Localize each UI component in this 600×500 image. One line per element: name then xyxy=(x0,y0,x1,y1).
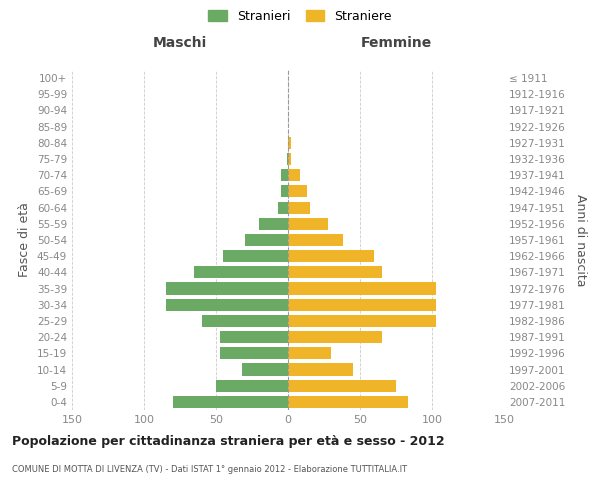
Bar xyxy=(288,315,436,327)
Bar xyxy=(194,266,288,278)
Bar xyxy=(220,331,288,343)
Bar xyxy=(220,348,288,360)
Text: Popolazione per cittadinanza straniera per età e sesso - 2012: Popolazione per cittadinanza straniera p… xyxy=(12,435,445,448)
Bar xyxy=(288,169,299,181)
Bar xyxy=(288,250,374,262)
Bar xyxy=(288,364,353,376)
Bar xyxy=(216,380,288,392)
Bar xyxy=(278,202,288,213)
Text: Femmine: Femmine xyxy=(361,36,431,50)
Bar xyxy=(166,298,288,311)
Text: COMUNE DI MOTTA DI LIVENZA (TV) - Dati ISTAT 1° gennaio 2012 - Elaborazione TUTT: COMUNE DI MOTTA DI LIVENZA (TV) - Dati I… xyxy=(12,465,407,474)
Bar xyxy=(245,234,288,246)
Bar xyxy=(288,234,343,246)
Bar xyxy=(259,218,288,230)
Bar xyxy=(223,250,288,262)
Bar xyxy=(202,315,288,327)
Bar xyxy=(288,380,396,392)
Bar xyxy=(242,364,288,376)
Bar xyxy=(281,186,288,198)
Bar xyxy=(288,186,307,198)
Y-axis label: Fasce di età: Fasce di età xyxy=(19,202,31,278)
Y-axis label: Anni di nascita: Anni di nascita xyxy=(574,194,587,286)
Bar xyxy=(166,282,288,294)
Bar xyxy=(288,218,328,230)
Legend: Stranieri, Straniere: Stranieri, Straniere xyxy=(205,6,395,26)
Bar xyxy=(288,153,291,165)
Bar xyxy=(288,202,310,213)
Bar xyxy=(173,396,288,408)
Text: Maschi: Maschi xyxy=(153,36,207,50)
Bar xyxy=(288,396,407,408)
Bar xyxy=(288,137,291,149)
Bar xyxy=(288,266,382,278)
Bar xyxy=(288,298,436,311)
Bar xyxy=(287,153,288,165)
Bar xyxy=(288,331,382,343)
Bar xyxy=(288,282,436,294)
Bar xyxy=(281,169,288,181)
Bar xyxy=(288,348,331,360)
